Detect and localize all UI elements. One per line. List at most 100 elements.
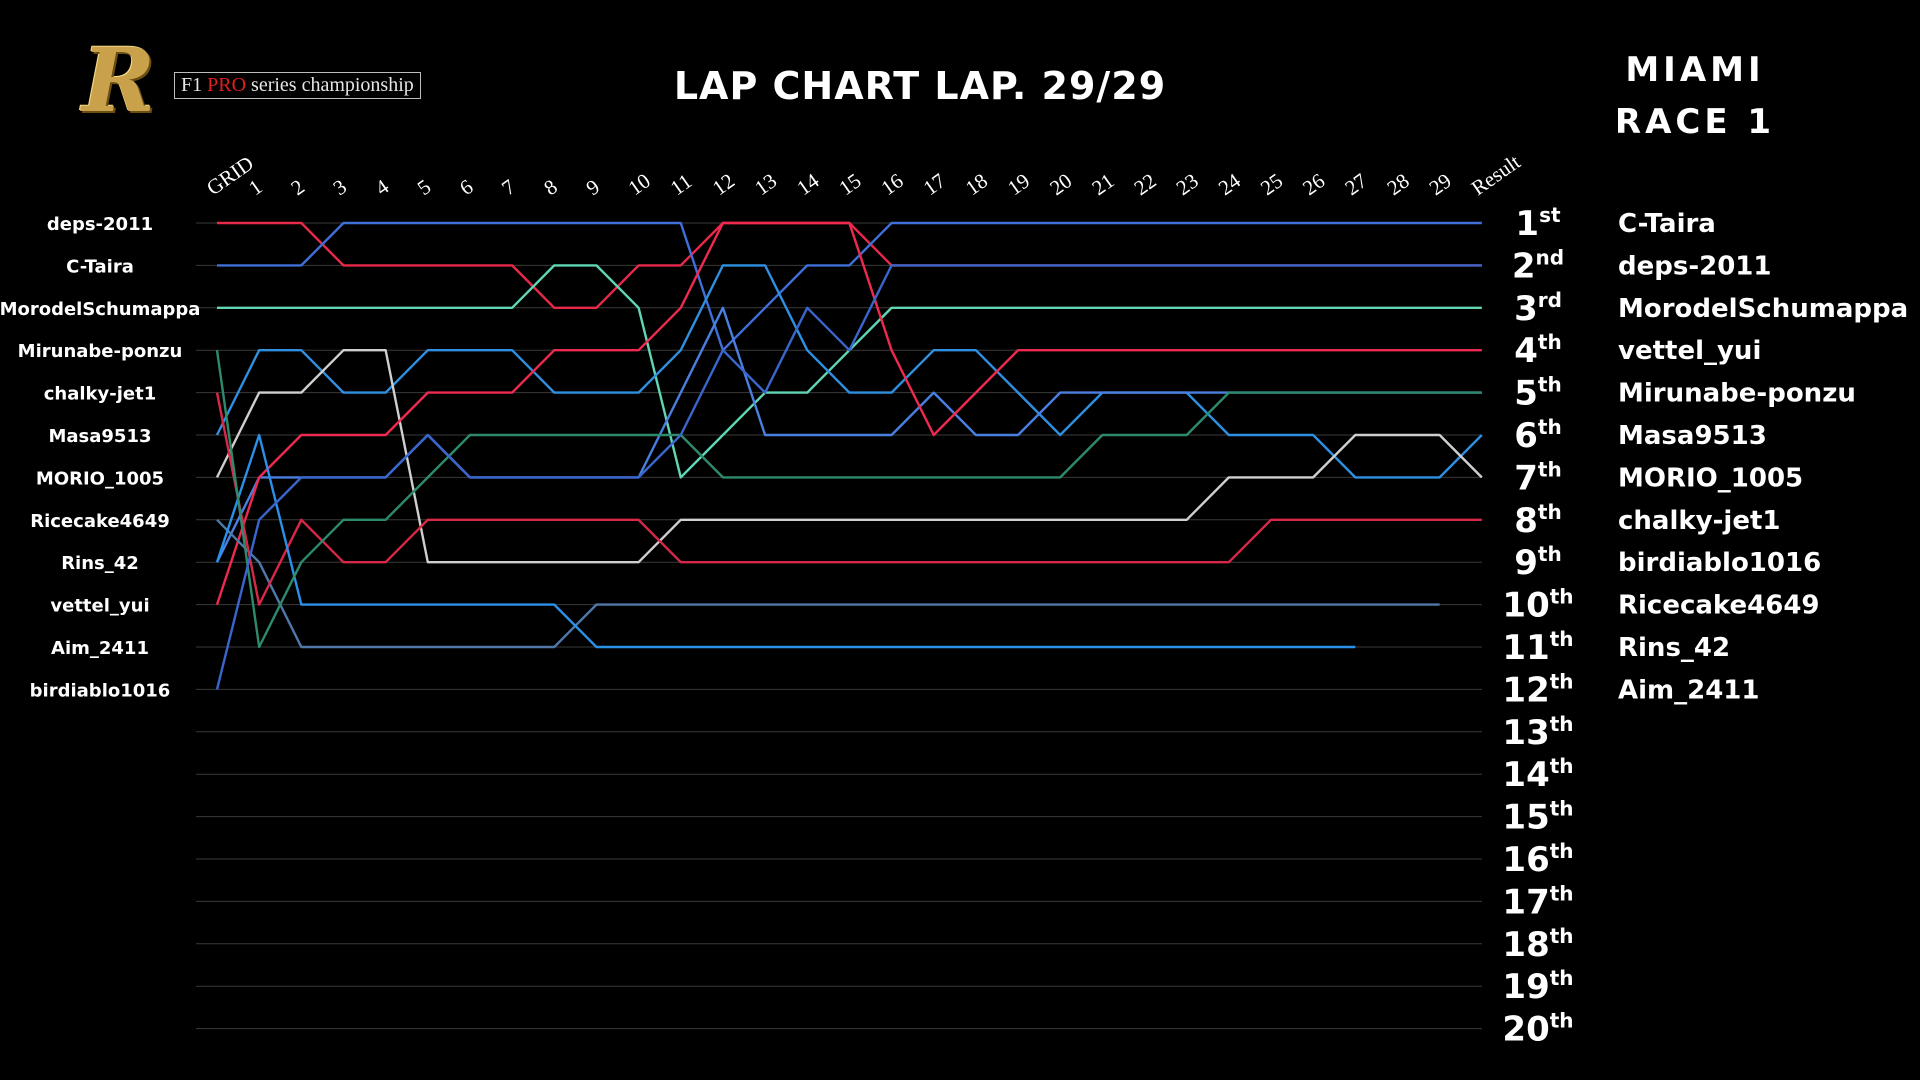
lap-tick-label: 21: [1087, 168, 1118, 200]
grid-driver-label: Mirunabe-ponzu: [18, 341, 183, 362]
grid-driver-label: vettel_yui: [50, 596, 149, 617]
logo-letter: R: [82, 28, 156, 132]
chart-title: LAP CHART LAP. 29/29: [673, 64, 1167, 108]
lap-tick-label: 12: [708, 168, 739, 200]
position-label: 16th: [1502, 839, 1573, 880]
series-line: [215, 350, 1482, 649]
position-label: 8th: [1514, 500, 1561, 541]
position-suffix: th: [1538, 500, 1562, 524]
position-suffix: th: [1550, 881, 1574, 905]
result-driver-label: Rins_42: [1618, 633, 1730, 663]
grid-driver-label: Masa9513: [48, 426, 151, 447]
lap-tick-label: 8: [539, 174, 561, 200]
lap-tick-label: 4: [371, 174, 394, 200]
position-suffix: st: [1539, 203, 1561, 227]
position-number: 7: [1514, 458, 1538, 498]
grid-driver-label: birdiablo1016: [30, 680, 171, 701]
lap-tick-label: 20: [1045, 168, 1076, 200]
result-driver-label: C-Taira: [1618, 209, 1716, 239]
series-line: [215, 392, 1482, 606]
lap-tick-label: Result: [1467, 150, 1525, 201]
position-label: 7th: [1514, 457, 1561, 498]
result-driver-label: deps-2011: [1618, 251, 1772, 281]
position-label: 11th: [1502, 627, 1573, 668]
position-suffix: th: [1550, 966, 1574, 990]
position-label: 18th: [1502, 924, 1573, 965]
position-label: 15th: [1502, 797, 1573, 838]
venue-block: MIAMI RACE 1: [1560, 44, 1830, 148]
position-number: 20: [1502, 1010, 1549, 1050]
series-line: [215, 221, 1482, 605]
lap-tick-label: 26: [1298, 168, 1329, 200]
race-name: RACE 1: [1614, 102, 1776, 142]
result-driver-label: MORIO_1005: [1618, 463, 1803, 493]
lap-tick-label: 10: [624, 168, 655, 200]
series-line: [216, 518, 1440, 649]
position-label: 10th: [1502, 585, 1573, 626]
lap-tick-label: 27: [1340, 168, 1371, 200]
grid-driver-label: chalky-jet1: [44, 384, 156, 405]
grid-driver-label: Ricecake4649: [30, 511, 170, 532]
position-suffix: th: [1550, 839, 1574, 863]
position-label: 12th: [1502, 669, 1573, 710]
lap-tick-label: 25: [1256, 168, 1287, 200]
result-driver-label: chalky-jet1: [1618, 506, 1780, 536]
grid-driver-label: Aim_2411: [51, 638, 149, 659]
result-driver-label: MorodelSchumappa: [1618, 294, 1908, 324]
position-number: 8: [1514, 501, 1538, 541]
position-label: 17th: [1502, 881, 1573, 922]
position-number: 16: [1502, 840, 1549, 880]
lap-tick-label: 11: [666, 169, 696, 200]
result-driver-label: Masa9513: [1618, 421, 1767, 451]
position-suffix: rd: [1538, 288, 1562, 312]
lap-tick-label: 29: [1425, 168, 1456, 200]
series-line: [215, 264, 1482, 690]
lap-tick-label: 22: [1130, 168, 1161, 200]
position-number: 12: [1502, 670, 1549, 710]
position-label: 2nd: [1512, 245, 1564, 286]
result-driver-label: Mirunabe-ponzu: [1618, 379, 1856, 409]
lap-tick-label: 15: [835, 168, 866, 200]
lap-tick-label: 23: [1172, 168, 1203, 200]
position-label: 19th: [1502, 966, 1573, 1007]
lap-tick-label: 3: [329, 174, 351, 200]
series-line: [217, 221, 1482, 352]
position-number: 5: [1514, 374, 1538, 414]
position-number: 3: [1514, 289, 1538, 329]
position-number: 15: [1502, 798, 1549, 838]
position-label: 3rd: [1514, 288, 1562, 329]
grid-driver-label: Rins_42: [61, 553, 139, 574]
lap-tick-label: 13: [750, 168, 781, 200]
position-suffix: nd: [1536, 245, 1565, 269]
logo-tagline: F1 PRO series championship: [174, 72, 421, 99]
position-number: 17: [1502, 882, 1549, 922]
grid-driver-label: MorodelSchumappa: [0, 299, 200, 320]
position-suffix: th: [1538, 330, 1562, 354]
result-driver-label: Ricecake4649: [1618, 591, 1820, 621]
result-driver-label: vettel_yui: [1618, 336, 1761, 366]
result-driver-label: Aim_2411: [1618, 675, 1760, 705]
lap-tick-label: 24: [1214, 168, 1245, 200]
series-line: [215, 433, 1356, 649]
lap-tick-label: 17: [919, 168, 950, 200]
position-label: 4th: [1514, 330, 1561, 371]
position-number: 10: [1502, 586, 1549, 626]
position-suffix: th: [1550, 754, 1574, 778]
grid-driver-label: deps-2011: [47, 214, 153, 235]
position-suffix: th: [1538, 373, 1562, 397]
venue-name: MIAMI: [1625, 50, 1765, 90]
grid-driver-label: C-Taira: [66, 256, 134, 277]
position-number: 2: [1512, 246, 1536, 286]
position-number: 9: [1514, 543, 1538, 583]
lap-tick-label: 16: [877, 168, 908, 200]
position-label: 14th: [1502, 754, 1573, 795]
lap-tick-label: 18: [961, 168, 992, 200]
lap-tick-label: 7: [497, 174, 519, 200]
series-line: [215, 264, 1483, 479]
position-suffix: th: [1538, 415, 1562, 439]
position-number: 13: [1502, 713, 1549, 753]
position-number: 11: [1502, 628, 1549, 668]
position-number: 6: [1514, 416, 1538, 456]
lap-tick-label: 28: [1383, 168, 1414, 200]
